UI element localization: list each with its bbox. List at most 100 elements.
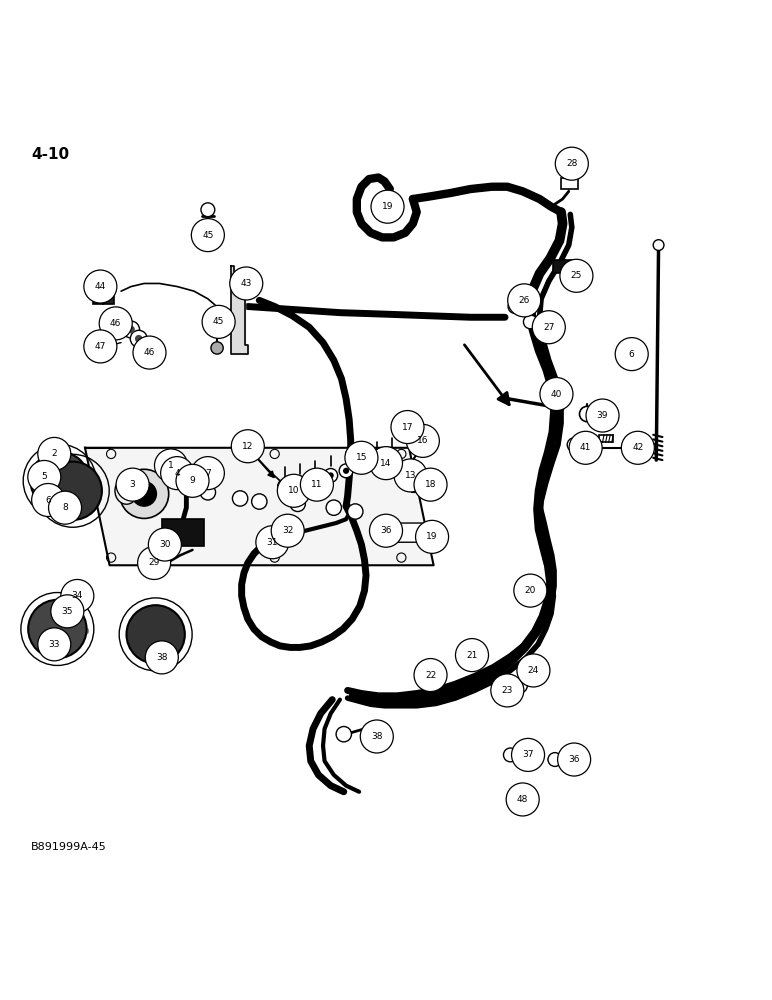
Circle shape	[580, 406, 595, 422]
FancyBboxPatch shape	[561, 178, 578, 189]
Circle shape	[43, 462, 102, 520]
Circle shape	[30, 452, 89, 510]
Text: 28: 28	[566, 159, 577, 168]
Circle shape	[394, 459, 427, 492]
Circle shape	[503, 748, 517, 762]
Circle shape	[370, 447, 402, 480]
Circle shape	[191, 219, 225, 252]
Circle shape	[424, 670, 438, 684]
Text: 38: 38	[156, 653, 168, 662]
Circle shape	[389, 454, 395, 460]
Text: 31: 31	[266, 538, 278, 547]
Circle shape	[370, 455, 384, 469]
Circle shape	[343, 468, 349, 474]
Circle shape	[176, 464, 209, 497]
Circle shape	[277, 474, 310, 507]
Circle shape	[61, 579, 94, 612]
Circle shape	[278, 479, 292, 493]
Circle shape	[523, 315, 537, 329]
Text: 16: 16	[417, 436, 428, 445]
Circle shape	[49, 491, 82, 524]
Text: 30: 30	[159, 540, 171, 549]
Text: 3: 3	[130, 480, 136, 489]
Circle shape	[28, 460, 61, 493]
Circle shape	[252, 494, 267, 509]
Circle shape	[567, 438, 581, 452]
Circle shape	[336, 727, 351, 742]
Circle shape	[529, 587, 543, 601]
Circle shape	[282, 483, 288, 489]
Circle shape	[508, 284, 540, 317]
Text: 19: 19	[382, 202, 393, 211]
Circle shape	[120, 469, 169, 518]
Text: 18: 18	[425, 480, 436, 489]
Text: 44: 44	[95, 282, 106, 291]
Circle shape	[560, 259, 593, 292]
Circle shape	[130, 330, 147, 347]
Circle shape	[339, 464, 353, 478]
Text: 43: 43	[241, 279, 252, 288]
Text: 14: 14	[381, 459, 391, 468]
FancyBboxPatch shape	[93, 287, 114, 304]
Circle shape	[256, 526, 289, 559]
Circle shape	[491, 674, 524, 707]
Polygon shape	[85, 448, 434, 565]
Text: 46: 46	[110, 319, 121, 328]
Circle shape	[391, 411, 424, 444]
Circle shape	[161, 457, 194, 490]
Text: 20: 20	[525, 586, 536, 595]
Circle shape	[586, 399, 619, 432]
Circle shape	[496, 684, 510, 697]
Circle shape	[100, 307, 132, 340]
Text: 6: 6	[46, 496, 51, 505]
Text: 12: 12	[242, 442, 253, 451]
Text: 36: 36	[568, 755, 580, 764]
Text: 7: 7	[205, 469, 211, 478]
Circle shape	[297, 480, 303, 486]
Circle shape	[532, 311, 565, 344]
Circle shape	[313, 477, 318, 483]
Circle shape	[271, 514, 304, 547]
Circle shape	[557, 743, 591, 776]
Text: 42: 42	[632, 443, 644, 452]
Ellipse shape	[115, 477, 138, 504]
Circle shape	[293, 476, 307, 490]
Circle shape	[309, 473, 322, 487]
Circle shape	[32, 483, 65, 517]
Circle shape	[540, 378, 573, 411]
Circle shape	[517, 654, 550, 687]
Text: 6: 6	[629, 350, 635, 359]
Text: 15: 15	[356, 453, 367, 462]
Circle shape	[514, 574, 547, 607]
Circle shape	[232, 430, 264, 463]
Text: 19: 19	[426, 532, 438, 541]
Text: 40: 40	[550, 390, 562, 399]
Circle shape	[508, 300, 522, 313]
Text: 24: 24	[528, 666, 539, 675]
Circle shape	[201, 203, 215, 217]
Circle shape	[211, 342, 223, 354]
Text: 13: 13	[405, 471, 416, 480]
Text: 1: 1	[168, 461, 174, 470]
Text: B891999A-45: B891999A-45	[31, 842, 107, 852]
Circle shape	[300, 468, 334, 501]
Circle shape	[385, 450, 399, 464]
Circle shape	[499, 687, 506, 693]
Text: 9: 9	[190, 476, 195, 485]
Text: 2: 2	[52, 449, 57, 458]
Text: 48: 48	[517, 795, 528, 804]
Circle shape	[323, 469, 337, 482]
Circle shape	[615, 338, 648, 371]
FancyBboxPatch shape	[599, 435, 613, 442]
Circle shape	[200, 485, 215, 500]
Circle shape	[406, 424, 439, 457]
Text: 37: 37	[523, 750, 533, 759]
Circle shape	[135, 335, 143, 343]
Circle shape	[133, 336, 166, 369]
Text: 47: 47	[95, 342, 106, 351]
Text: 10: 10	[288, 486, 300, 495]
Circle shape	[428, 674, 434, 680]
Circle shape	[230, 267, 262, 300]
Text: 45: 45	[213, 317, 225, 326]
Circle shape	[517, 587, 531, 601]
